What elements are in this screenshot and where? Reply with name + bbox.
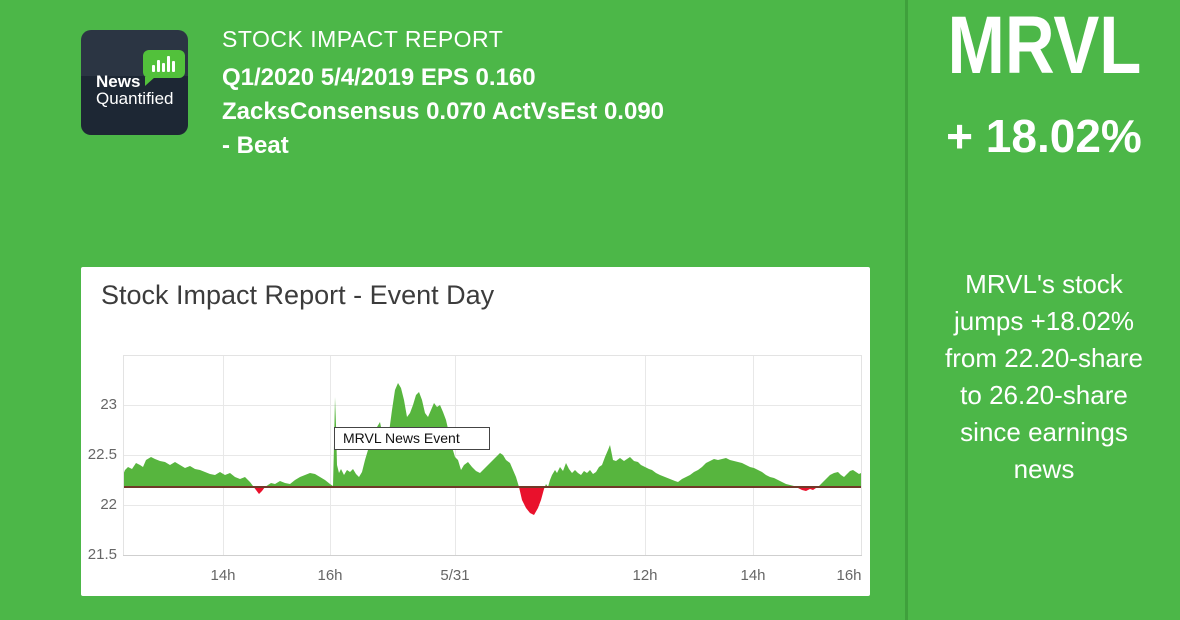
logo-line1: News: [96, 72, 141, 91]
x-tick-label: 16h: [836, 567, 862, 584]
logo-wordmark: News Quantified: [96, 73, 174, 107]
report-type-title: STOCK IMPACT REPORT: [222, 26, 504, 52]
y-tick-label: 21.5: [87, 546, 117, 563]
x-tick-label: 14h: [740, 567, 766, 584]
bubble-tail: [145, 77, 155, 86]
y-tick-label: 22: [100, 496, 117, 513]
bar-chart-icon: [152, 55, 176, 72]
panel-divider: [905, 0, 908, 620]
x-tick-label: 12h: [632, 567, 658, 584]
x-tick-label: 5/31: [440, 567, 470, 584]
news-quantified-logo: News Quantified: [81, 30, 188, 135]
side-panel: MRVL + 18.02% MRVL's stock jumps +18.02%…: [908, 0, 1180, 620]
y-tick-label: 22.5: [87, 446, 117, 463]
logo-line2: Quantified: [96, 89, 174, 108]
x-tick-label: 14h: [210, 567, 236, 584]
x-tick-label: 16h: [317, 567, 343, 584]
percent-change: + 18.02%: [946, 110, 1142, 162]
earnings-details: Q1/2020 5/4/2019 EPS 0.160 ZacksConsensu…: [222, 64, 665, 159]
chart-plot-area: MRVL News Event: [123, 355, 862, 556]
impact-summary: MRVL's stock jumps +18.02% from 22.20-sh…: [945, 269, 1143, 484]
y-tick-label: 23: [100, 396, 117, 413]
news-event-label: MRVL News Event: [334, 427, 490, 450]
ticker-text: MRVL: [947, 0, 1141, 91]
bar-chart-bubble-icon: [143, 50, 185, 86]
ticker-symbol: MRVL: [908, 0, 1180, 91]
chart-title: Stock Impact Report - Event Day: [101, 280, 495, 310]
price-area-chart: [123, 355, 862, 556]
chart-card: Stock Impact Report - Event Day 23 22.5 22…: [81, 267, 870, 596]
